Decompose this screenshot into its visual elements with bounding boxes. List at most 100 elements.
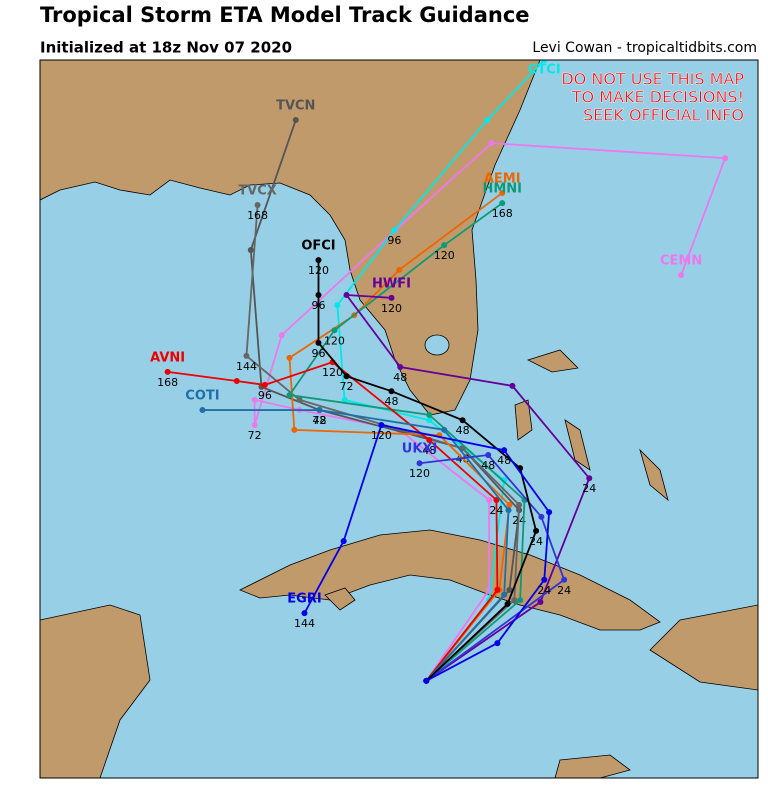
model-name: HWFI (372, 276, 411, 291)
track-point (484, 116, 491, 123)
model-name: TVCN (276, 98, 315, 113)
track-point (199, 407, 206, 414)
track-point (340, 538, 347, 545)
track-point (233, 378, 240, 385)
track-point (426, 411, 433, 418)
hour-label: 72 (340, 380, 354, 393)
lake (424, 334, 450, 356)
track-point (509, 382, 516, 389)
model-name: AVNI (150, 350, 185, 365)
hour-label: 72 (312, 414, 326, 427)
hour-label: 24 (582, 482, 596, 495)
track-point (388, 388, 395, 395)
track-point (493, 496, 500, 503)
hour-label: 168 (157, 376, 178, 389)
map-area: 72CEMN96CTCI244872TVCN144168TVCXAEMI1201… (40, 60, 758, 778)
track-point (278, 332, 285, 339)
track-point (315, 339, 322, 346)
hour-label: 48 (312, 414, 326, 427)
track-point (541, 60, 548, 63)
track-point (301, 610, 308, 617)
model-name: HMNI (482, 182, 522, 197)
track-point (494, 640, 501, 647)
track-point (334, 302, 341, 309)
title: Tropical Storm ETA Model Track Guidance (40, 3, 530, 27)
track-point (504, 600, 511, 607)
track-point (537, 599, 544, 606)
hour-label: 120 (434, 249, 455, 262)
model-name: AEMI (484, 171, 521, 186)
model-name: CTCI (528, 63, 561, 78)
track-line (303, 424, 551, 682)
hour-label: 96 (387, 234, 401, 247)
track-point (343, 373, 350, 380)
track-point (499, 189, 506, 196)
hour-label: 144 (294, 617, 315, 630)
warning-line: TO MAKE DECISIONS! (571, 88, 744, 107)
model-name: EGRI (287, 592, 321, 607)
model-name: COTI (185, 389, 219, 404)
hour-label: 48 (422, 444, 436, 457)
track-point (316, 407, 323, 414)
hour-label: 48 (481, 459, 495, 472)
track-point (292, 116, 299, 123)
track-point (378, 422, 385, 429)
track-point (315, 291, 322, 298)
track-point (459, 417, 466, 424)
track-point (426, 437, 433, 444)
hour-label: 72 (248, 429, 262, 442)
jamaica (554, 754, 631, 778)
isle-of-youth (324, 587, 356, 611)
track-point (486, 496, 493, 503)
hour-label: 24 (529, 535, 543, 548)
track-point (501, 591, 508, 598)
hour-label: 96 (258, 389, 272, 402)
hour-label: 120 (322, 366, 343, 379)
model-name: TVCX (238, 184, 277, 199)
track-line (202, 409, 510, 682)
track-line (253, 142, 727, 682)
hour-label: 168 (492, 207, 513, 220)
hour-label: 24 (537, 584, 551, 597)
hispaniola (649, 604, 758, 691)
credit: Levi Cowan - tropicaltidbits.com (532, 40, 757, 56)
andros (514, 399, 533, 441)
hour-label: 120 (409, 467, 430, 480)
track-point (506, 586, 513, 593)
track-point (485, 452, 492, 459)
track-point (261, 381, 268, 388)
hour-label: 120 (308, 264, 329, 277)
track-point (286, 392, 293, 399)
hour-label: 48 (497, 454, 511, 467)
hour-label: 48 (393, 371, 407, 384)
track-point (505, 507, 512, 514)
hour-label: 144 (236, 360, 257, 373)
track-point (499, 200, 506, 207)
track-point (488, 140, 495, 147)
bahamas-south (639, 448, 669, 502)
track-point (501, 447, 508, 454)
hour-label: 120 (381, 302, 402, 315)
track-point (416, 460, 423, 467)
track-point (533, 527, 540, 534)
yucatan (40, 604, 151, 778)
track-point (254, 202, 261, 209)
hour-label: 168 (247, 209, 268, 222)
track-line (287, 202, 526, 682)
eleuthera (564, 419, 591, 471)
track-point (423, 677, 430, 684)
track-point (243, 352, 250, 359)
model-name: CEMN (660, 254, 702, 269)
track-point (506, 501, 513, 508)
track-point (396, 266, 403, 273)
track-point (538, 513, 545, 520)
track-point (546, 509, 553, 516)
tracks: 72CEMN96CTCI244872TVCN144168TVCXAEMI1201… (150, 60, 729, 684)
hour-label: 48 (456, 424, 470, 437)
model-name: OFCI (301, 239, 335, 254)
hour-label: 24 (489, 504, 503, 517)
hour-label: 96 (311, 347, 325, 360)
track-point (391, 227, 398, 234)
